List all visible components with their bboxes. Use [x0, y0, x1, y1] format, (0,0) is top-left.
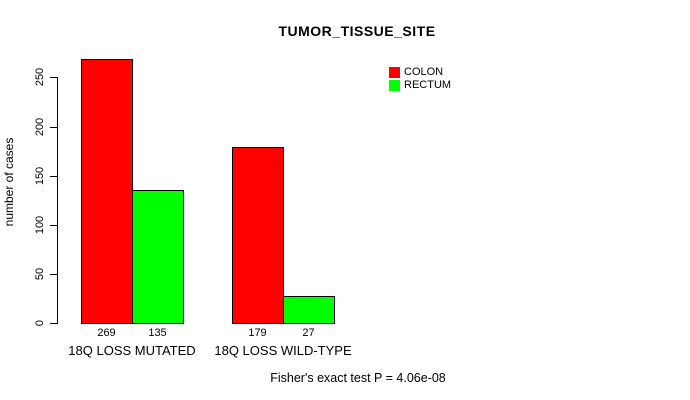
- y-tick-label: 250: [34, 68, 46, 87]
- legend: COLON RECTUM: [389, 66, 451, 92]
- legend-label-rectum: RECTUM: [404, 78, 452, 91]
- bar-rectum-1: [132, 190, 184, 324]
- legend-item-colon: COLON: [389, 66, 451, 78]
- rectum-color-swatch: [389, 79, 400, 91]
- bar-colon-1: [81, 58, 133, 324]
- category-label: 18Q LOSS MUTATED: [68, 343, 196, 358]
- colon-color-swatch: [389, 66, 400, 78]
- y-tick-mark: [50, 273, 57, 275]
- chart-title: TUMOR_TISSUE_SITE: [278, 23, 436, 39]
- y-axis-label: number of cases: [2, 137, 16, 227]
- y-tick-mark: [50, 224, 57, 226]
- category-label: 18Q LOSS WILD-TYPE: [214, 343, 352, 358]
- y-tick-mark: [50, 126, 57, 128]
- fisher-test-annotation: Fisher's exact test P = 4.06e-08: [270, 371, 446, 385]
- y-tick-mark: [50, 175, 57, 177]
- y-tick-label: 200: [34, 117, 46, 136]
- legend-item-rectum: RECTUM: [389, 79, 451, 91]
- y-tick-label: 100: [34, 215, 46, 234]
- y-tick-mark: [50, 323, 57, 324]
- bar-value-label: 135: [148, 327, 167, 339]
- bar-value-label: 179: [248, 327, 267, 339]
- y-tick-label: 50: [34, 267, 46, 280]
- legend-label-colon: COLON: [404, 65, 444, 78]
- bar-colon-2: [232, 147, 284, 324]
- bar-value-label: 269: [97, 327, 116, 339]
- y-tick-label: 150: [34, 166, 46, 185]
- bar-rectum-2: [283, 296, 335, 324]
- y-tick-label: 0: [34, 319, 46, 327]
- bar-value-label: 27: [302, 327, 315, 339]
- y-axis-line: [57, 77, 58, 324]
- y-tick-mark: [50, 77, 57, 79]
